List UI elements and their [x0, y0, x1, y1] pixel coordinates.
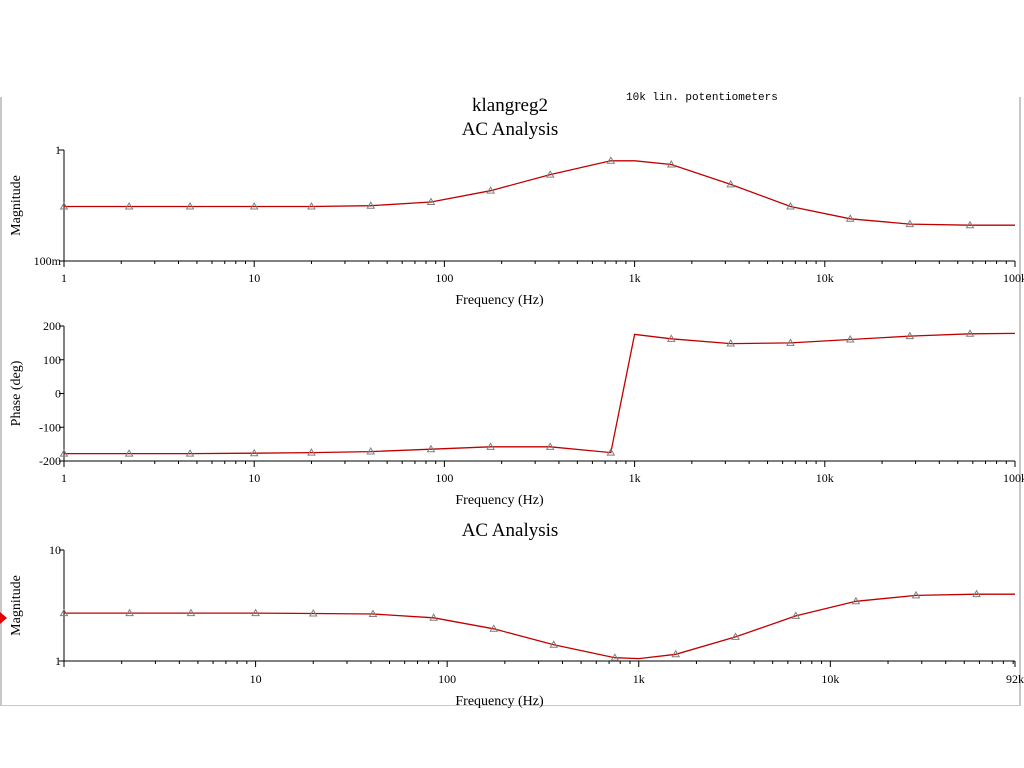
- chart-title: klangreg2: [472, 95, 548, 116]
- data-point-marker: [606, 448, 616, 456]
- data-point-marker: [911, 590, 921, 599]
- plot-selection-marker[interactable]: [0, 612, 7, 624]
- data-point-marker: [125, 608, 134, 617]
- x-axis-label: Frequency (Hz): [455, 493, 544, 508]
- data-point-marker: [366, 447, 376, 455]
- data-point-marker: [186, 608, 196, 617]
- data-point-marker: [124, 449, 134, 457]
- x-tick-label: 1: [61, 271, 67, 285]
- window-left-border: [0, 97, 2, 705]
- data-point-marker: [726, 339, 736, 347]
- x-tick-label: 92k: [1006, 672, 1024, 686]
- x-axis-label: Frequency (Hz): [455, 694, 544, 709]
- data-point-marker: [486, 442, 495, 450]
- x-tick-label: 100: [435, 471, 453, 485]
- data-point-marker: [845, 214, 855, 222]
- x-tick-label: 100: [435, 271, 453, 285]
- x-tick-label: 1k: [629, 271, 641, 285]
- y-tick-label: 10: [49, 543, 61, 557]
- y-tick-label: 100: [43, 353, 61, 367]
- y-tick-label: -200: [39, 454, 61, 468]
- data-point-marker: [731, 632, 740, 640]
- y-axis-label: Magnitude: [9, 175, 24, 236]
- data-point-marker: [251, 608, 260, 617]
- data-point-marker: [671, 649, 681, 658]
- y-tick-label: -100: [39, 420, 61, 434]
- y-tick-label: 100m: [34, 254, 62, 268]
- x-tick-label: 100k: [1003, 271, 1024, 285]
- series-line-0: [64, 160, 1015, 226]
- x-tick-label: 10: [248, 271, 260, 285]
- x-tick-label: 1: [61, 471, 67, 485]
- window-right-border: [1019, 97, 1021, 705]
- x-tick-label: 10: [250, 672, 262, 686]
- data-point-marker: [185, 449, 195, 457]
- data-point-marker: [666, 334, 676, 342]
- data-point-marker: [308, 608, 318, 617]
- data-point-marker: [545, 442, 555, 450]
- data-point-marker: [965, 220, 975, 229]
- data-point-marker: [426, 197, 436, 206]
- y-axis-label: Phase (deg): [9, 360, 24, 426]
- x-tick-label: 1k: [633, 672, 645, 686]
- data-point-marker: [185, 201, 195, 210]
- data-point-marker: [59, 449, 69, 457]
- x-tick-label: 10k: [816, 471, 834, 485]
- data-point-marker: [965, 329, 975, 337]
- data-point-marker: [786, 338, 795, 346]
- y-tick-label: 1: [55, 143, 61, 157]
- x-tick-label: 100k: [1003, 471, 1024, 485]
- data-point-marker: [606, 156, 616, 164]
- data-point-marker: [610, 653, 620, 661]
- data-point-marker: [59, 201, 69, 210]
- series-line-2: [64, 593, 1015, 660]
- data-point-marker: [307, 201, 316, 210]
- data-point-marker: [124, 201, 134, 210]
- data-point-marker: [786, 201, 795, 210]
- x-tick-label: 10k: [821, 672, 839, 686]
- data-point-marker: [972, 589, 981, 598]
- data-point-marker: [726, 179, 736, 188]
- data-point-marker: [249, 448, 259, 457]
- window-bottom-border: [0, 705, 1021, 706]
- x-tick-label: 100: [438, 672, 456, 686]
- data-point-marker: [249, 201, 259, 210]
- x-axis-label: Frequency (Hz): [455, 293, 544, 308]
- data-point-marker: [426, 444, 436, 453]
- data-point-marker: [851, 596, 861, 605]
- data-point-marker: [486, 186, 495, 194]
- data-point-marker: [845, 335, 855, 343]
- data-point-marker: [307, 448, 316, 456]
- data-point-marker: [366, 201, 376, 209]
- data-point-marker: [791, 611, 801, 619]
- chart-subtitle-bottom: AC Analysis: [461, 520, 559, 541]
- y-tick-label: 1: [55, 654, 61, 668]
- data-point-marker: [549, 640, 559, 648]
- data-point-marker: [905, 219, 915, 228]
- data-point-marker: [489, 624, 499, 632]
- chart-subtitle-top: AC Analysis: [461, 119, 559, 140]
- x-tick-label: 10: [248, 471, 260, 485]
- y-tick-label: 0: [55, 387, 61, 401]
- x-tick-label: 1k: [629, 471, 641, 485]
- data-point-marker: [59, 608, 69, 617]
- chart-note: 10k lin. potentiometers: [626, 92, 778, 104]
- series-line-1: [64, 332, 1016, 455]
- data-point-marker: [545, 170, 555, 178]
- data-point-marker: [905, 331, 915, 340]
- x-tick-label: 10k: [816, 271, 834, 285]
- data-point-marker: [429, 613, 439, 621]
- y-tick-label: 200: [43, 319, 61, 333]
- data-point-marker: [368, 609, 378, 618]
- data-point-marker: [666, 160, 676, 168]
- y-axis-label: Magnitude: [9, 575, 24, 636]
